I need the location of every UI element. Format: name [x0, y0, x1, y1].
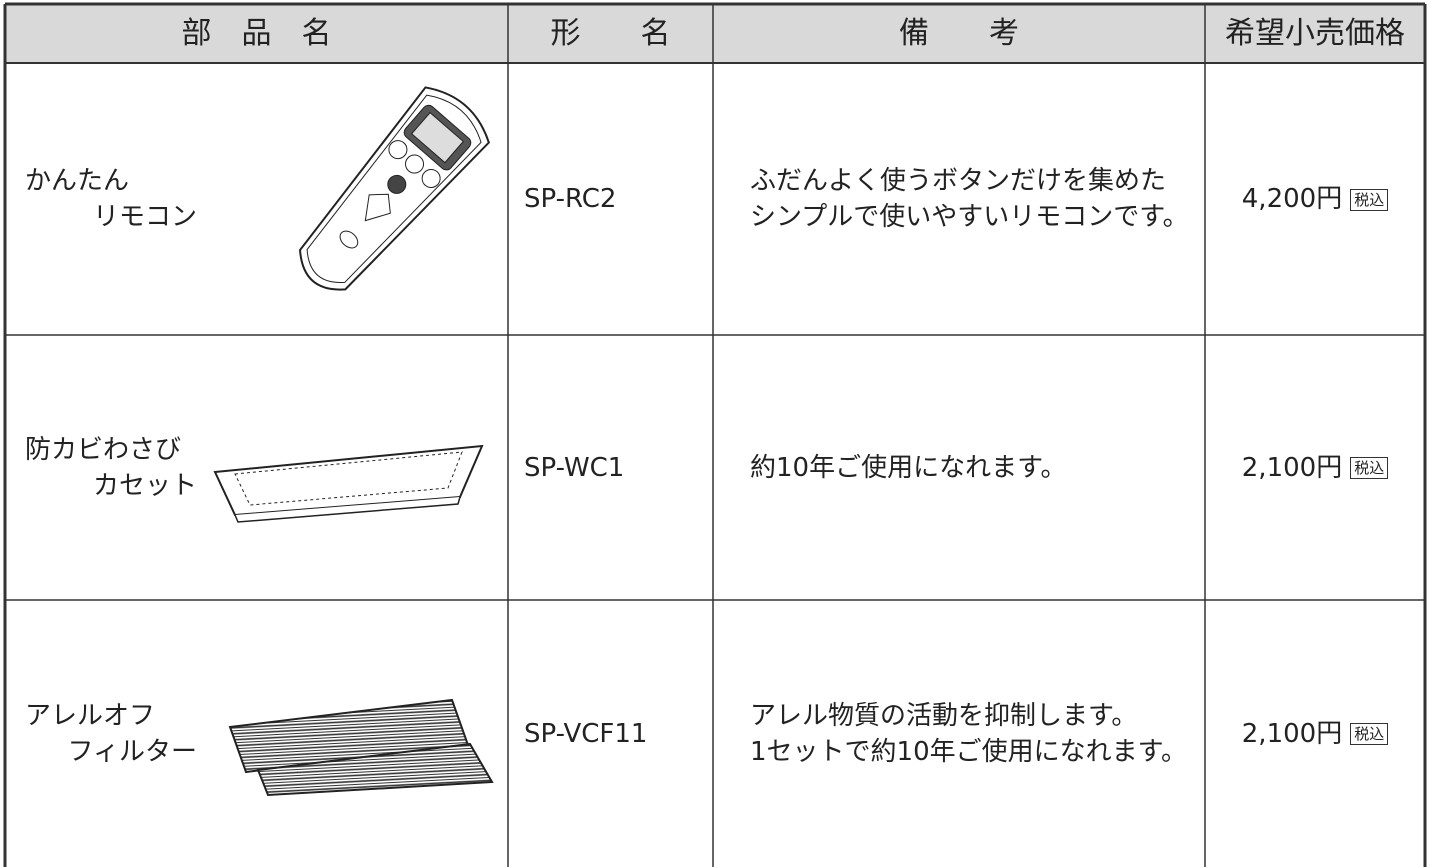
note: ふだんよく使うボタンだけを集めた	[750, 166, 1167, 196]
note: 約10年ご使用になれます。	[750, 452, 1067, 483]
price-cell: 4,200円 税込	[1205, 181, 1425, 217]
price-cell: 2,100円 税込	[1205, 450, 1425, 486]
header-cell: 部 品 名	[181, 16, 332, 51]
cassette-illustration	[213, 444, 484, 523]
price: 2,100円	[1241, 718, 1343, 749]
header-cell: 希望小売価格	[1225, 16, 1405, 51]
tax-badge: 税込	[1350, 457, 1389, 479]
tax-badge: 税込	[1350, 723, 1389, 745]
header-cell: 形 名	[550, 16, 671, 51]
price: 2,100円	[1241, 452, 1343, 483]
part-name: アレルオフ	[25, 700, 156, 731]
grid	[3, 2, 1427, 867]
price: 4,200円	[1241, 184, 1343, 214]
filter-illustration	[228, 698, 494, 797]
note: シンプルで使いやすいリモコンです。	[750, 202, 1189, 232]
model: SP-VCF11	[524, 718, 648, 749]
model: SP-WC1	[524, 452, 625, 483]
price-cell: 2,100円 税込	[1205, 716, 1425, 752]
model: SP-RC2	[524, 184, 617, 214]
part-name: かんたん	[25, 166, 130, 196]
remote-illustration	[299, 86, 491, 291]
part-name: リモコン	[92, 202, 197, 232]
tax-badge: 税込	[1350, 188, 1389, 211]
part-name: フィルター	[67, 736, 197, 767]
header-background	[5, 5, 1425, 63]
part-name: カセット	[92, 470, 197, 501]
note: アレル物質の活動を抑制します。	[750, 700, 1138, 731]
part-name: 防カビわさび	[25, 434, 182, 465]
note: 1セットで約10年ご使用になれます。	[750, 736, 1188, 767]
header-cell: 備 考	[899, 16, 1019, 51]
